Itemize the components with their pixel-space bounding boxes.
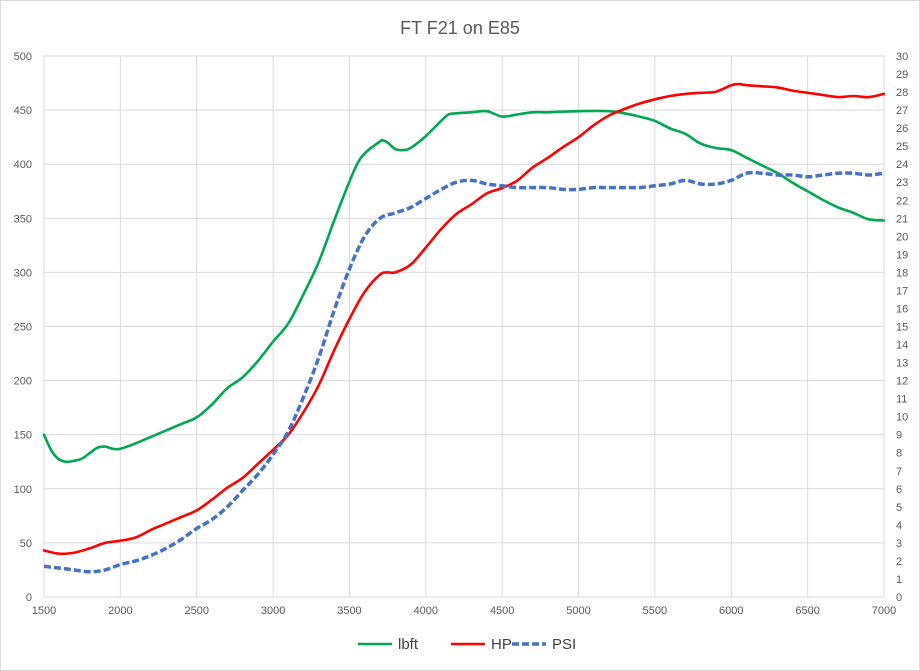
x-tick-label: 1500	[32, 605, 56, 617]
x-tick-label: 6000	[719, 605, 743, 617]
y2-tick-label: 0	[896, 592, 902, 604]
y2-tick-label: 27	[896, 105, 908, 117]
y2-tick-label: 10	[896, 412, 908, 424]
y2-tick-label: 6	[896, 484, 902, 496]
y-tick-label: 50	[20, 538, 32, 550]
x-tick-label: 6500	[795, 605, 819, 617]
y2-tick-label: 21	[896, 213, 908, 225]
y-tick-label: 0	[26, 592, 32, 604]
y2-tick-label: 29	[896, 69, 908, 81]
y2-tick-label: 12	[896, 376, 908, 388]
x-tick-label: 4000	[414, 605, 438, 617]
x-tick-label: 2000	[108, 605, 132, 617]
y2-tick-label: 16	[896, 303, 908, 315]
y2-tick-label: 19	[896, 249, 908, 261]
gridlines	[43, 55, 885, 598]
y2-tick-label: 5	[896, 502, 902, 514]
x-tick-label: 7000	[872, 605, 896, 617]
y-tick-label: 400	[14, 159, 32, 171]
y2-tick-label: 2	[896, 556, 902, 568]
x-tick-label: 5500	[643, 605, 667, 617]
x-tick-label: 2500	[184, 605, 208, 617]
y-tick-label: 250	[14, 322, 32, 334]
y-tick-label: 100	[14, 484, 32, 496]
y2-tick-label: 11	[896, 394, 907, 406]
legend-label-psi: PSI	[552, 636, 576, 653]
y2-tick-label: 22	[896, 195, 908, 207]
y-tick-label: 300	[14, 267, 32, 279]
y2-tick-label: 3	[896, 538, 902, 550]
y2-tick-label: 7	[896, 466, 902, 478]
series-line-lbft	[42, 109, 886, 464]
x-tick-label: 3500	[337, 605, 361, 617]
y-tick-label: 450	[14, 105, 32, 117]
y2-tick-label: 20	[896, 231, 908, 243]
y2-tick-label: 13	[896, 358, 908, 370]
legend-label-lbft: lbft	[398, 636, 419, 653]
series-line-psi	[43, 170, 885, 574]
y2-tick-label: 26	[896, 123, 908, 135]
legend-label-hp: HP	[491, 636, 512, 653]
chart-title: FT F21 on E85	[400, 18, 520, 38]
y2-tick-label: 30	[896, 51, 908, 63]
y-tick-label: 150	[14, 430, 32, 442]
x-tick-label: 4500	[490, 605, 514, 617]
y2-tick-label: 8	[896, 448, 902, 460]
y2-tick-label: 15	[896, 322, 908, 334]
y2-tick-label: 24	[896, 159, 908, 171]
y2-tick-label: 23	[896, 177, 908, 189]
y-tick-label: 200	[14, 376, 32, 388]
y2-tick-label: 9	[896, 430, 902, 442]
series-lines	[42, 82, 886, 574]
x-tick-label: 5000	[566, 605, 590, 617]
y2-tick-label: 25	[896, 141, 908, 153]
series-line-hp	[42, 82, 886, 556]
x-tick-label: 3000	[261, 605, 285, 617]
y2-tick-label: 18	[896, 267, 908, 279]
y-tick-label: 500	[14, 51, 32, 63]
y2-tick-label: 4	[896, 520, 902, 532]
legend: lbft HP PSI	[358, 636, 576, 653]
y-tick-label: 350	[14, 213, 32, 225]
y2-tick-label: 17	[896, 285, 908, 297]
y2-tick-label: 14	[896, 340, 908, 352]
y2-tick-label: 1	[896, 574, 902, 586]
y2-tick-label: 28	[896, 87, 908, 99]
